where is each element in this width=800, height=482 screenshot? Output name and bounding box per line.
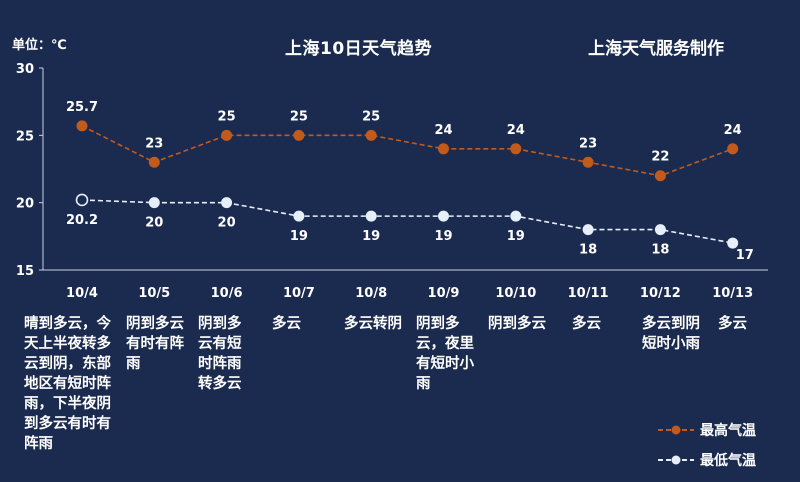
- low-temp-point: [293, 210, 305, 222]
- weather-description: 多云: [572, 316, 601, 332]
- high-temp-data-label: 23: [579, 136, 597, 151]
- y-tick-label: 20: [16, 197, 34, 212]
- high-temp-point: [438, 143, 449, 155]
- y-tick-label: 25: [16, 129, 34, 144]
- low-temp-point: [510, 210, 522, 222]
- low-temp-data-label: 18: [579, 243, 597, 258]
- low-temp-data-label: 19: [507, 229, 525, 244]
- weather-description: 多云转阴: [344, 316, 402, 332]
- high-temp-point: [148, 156, 160, 168]
- low-temp-line: [81, 199, 733, 244]
- x-tick-label: 10/9: [428, 286, 460, 301]
- high-temp-point: [727, 143, 739, 155]
- legend-item-high: 最高气温: [658, 420, 756, 440]
- legend-label-high: 最高气温: [700, 423, 756, 439]
- high-temp-point: [293, 129, 305, 141]
- low-temp-data-label: 19: [290, 229, 308, 244]
- x-tick-label: 10/4: [66, 286, 98, 301]
- low-temp-point: [727, 237, 739, 249]
- high-temp-data-label: 25: [218, 109, 236, 124]
- high-temp-data-label: 24: [434, 123, 452, 138]
- x-tick-label: 10/5: [138, 286, 170, 301]
- high-temp-point: [654, 170, 666, 182]
- high-temp-data-label: 22: [651, 150, 669, 165]
- chart-title: 上海10日天气趋势: [285, 39, 433, 59]
- high-temp-data-label: 25.7: [66, 100, 98, 115]
- high-temp-data-label: 25: [290, 109, 308, 124]
- weather-description: 阴到多云: [488, 316, 546, 332]
- weather-description: 阴到多云有短时阵雨转多云: [198, 316, 242, 392]
- high-temp-data-label: 23: [145, 136, 163, 151]
- weather-description: 多云: [718, 316, 747, 332]
- weather-description: 多云到阴短时小雨: [642, 316, 700, 352]
- x-tick-label: 10/7: [283, 286, 315, 301]
- high-temp-point: [76, 120, 88, 132]
- weather-description: 晴到多云，今天上半夜转多云到阴，东部地区有短时阵雨，下半夜阴到多云有时有阵雨: [24, 316, 111, 452]
- weather-description: 阴到多云有时有阵雨: [126, 316, 184, 372]
- low-temp-point: [148, 197, 160, 209]
- low-temp-data-label: 20.2: [66, 213, 98, 228]
- weather-description: 阴到多云，夜里有短时小雨: [416, 316, 474, 392]
- low-temp-data-label: 20: [218, 216, 236, 231]
- low-temp-point: [438, 210, 449, 222]
- low-temp-point: [654, 224, 666, 236]
- x-tick-label: 10/10: [495, 286, 536, 301]
- high-temp-point: [510, 143, 522, 155]
- low-temp-point: [75, 193, 89, 207]
- legend-item-low: 最低气温: [658, 450, 756, 470]
- low-temp-point: [582, 224, 594, 236]
- chart-credit: 上海天气服务制作: [588, 39, 724, 59]
- x-tick-label: 10/11: [568, 286, 609, 301]
- low-temp-point: [365, 210, 377, 222]
- legend-low-marker: [658, 455, 694, 465]
- high-temp-data-label: 25: [362, 109, 380, 124]
- weather-description: 多云: [272, 316, 301, 332]
- legend-high-marker: [658, 425, 694, 435]
- high-temp-point: [365, 129, 377, 141]
- high-temp-data-label: 24: [507, 123, 525, 138]
- high-temp-data-label: 24: [724, 123, 742, 138]
- x-tick-label: 10/13: [712, 286, 753, 301]
- low-temp-data-label: 18: [651, 243, 669, 258]
- low-temp-data-label: 17: [736, 248, 754, 263]
- x-tick-label: 10/12: [640, 286, 681, 301]
- y-axis-unit-label: 单位：℃: [12, 38, 67, 53]
- y-tick-label: 30: [16, 62, 34, 77]
- x-tick-label: 10/8: [355, 286, 387, 301]
- x-tick-label: 10/6: [211, 286, 243, 301]
- high-temp-line: [81, 125, 733, 177]
- low-temp-data-label: 20: [145, 216, 163, 231]
- low-temp-data-label: 19: [362, 229, 380, 244]
- high-temp-point: [221, 129, 233, 141]
- high-temp-point: [582, 156, 594, 168]
- low-temp-point: [221, 197, 233, 209]
- low-temp-data-label: 19: [434, 229, 452, 244]
- y-tick-label: 15: [16, 264, 34, 279]
- legend-label-low: 最低气温: [700, 453, 756, 469]
